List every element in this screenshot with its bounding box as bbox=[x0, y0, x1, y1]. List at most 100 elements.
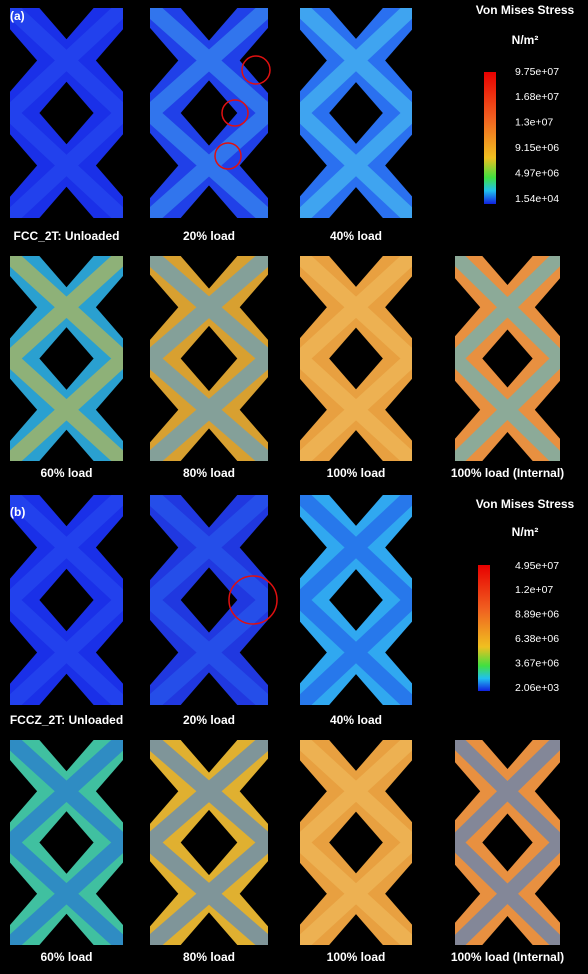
lattice-render bbox=[150, 256, 268, 461]
hole bbox=[150, 861, 179, 927]
hole bbox=[329, 8, 383, 39]
panel-label: (a) bbox=[10, 9, 25, 23]
hole bbox=[39, 186, 94, 218]
hole bbox=[239, 377, 268, 443]
hole bbox=[95, 862, 123, 925]
strut-highlight bbox=[150, 256, 268, 461]
hole bbox=[180, 740, 238, 773]
strut-highlight bbox=[300, 256, 412, 461]
strut-highlight bbox=[455, 256, 560, 461]
hole bbox=[180, 495, 238, 528]
lattice-render bbox=[150, 8, 268, 218]
strut-highlight bbox=[150, 495, 268, 705]
caption: 60% load bbox=[40, 950, 92, 964]
hole bbox=[180, 809, 238, 876]
hole bbox=[180, 185, 238, 218]
hole bbox=[482, 329, 533, 388]
legend-label: 1.2e+07 bbox=[515, 584, 553, 596]
hole bbox=[329, 256, 383, 287]
hole bbox=[10, 29, 38, 92]
hole bbox=[239, 758, 268, 824]
hole bbox=[39, 8, 94, 40]
hole bbox=[150, 27, 179, 94]
lattice-render bbox=[300, 256, 412, 461]
legend-label: 1.68e+07 bbox=[515, 91, 559, 103]
hole bbox=[385, 276, 412, 339]
hole bbox=[455, 278, 481, 337]
legend-label: 9.75e+07 bbox=[515, 66, 559, 78]
lattice-render bbox=[455, 256, 560, 461]
caption: 100% load (Internal) bbox=[451, 950, 564, 964]
hole bbox=[385, 862, 412, 925]
hole bbox=[95, 516, 123, 579]
legend-label: 4.97e+06 bbox=[515, 167, 559, 179]
hole bbox=[39, 568, 94, 632]
legend-label: 2.06e+03 bbox=[515, 682, 559, 694]
hole bbox=[482, 813, 533, 872]
hole bbox=[180, 8, 238, 41]
hole bbox=[482, 432, 533, 461]
lattice-render bbox=[300, 8, 412, 218]
colorbar bbox=[484, 72, 496, 204]
hole bbox=[300, 29, 327, 92]
hole bbox=[95, 276, 123, 339]
hole bbox=[10, 516, 38, 579]
hole bbox=[180, 912, 238, 945]
strut-highlight bbox=[10, 740, 123, 945]
lattice-render bbox=[10, 8, 123, 218]
caption: 100% load bbox=[327, 950, 386, 964]
legend-label: 6.38e+06 bbox=[515, 633, 559, 645]
strut-highlight bbox=[10, 495, 123, 705]
caption: FCCZ_2T: Unloaded bbox=[10, 713, 123, 727]
highlight-circle bbox=[221, 99, 249, 127]
strut-highlight bbox=[300, 740, 412, 945]
lattice-render bbox=[10, 256, 123, 461]
hole bbox=[180, 256, 238, 289]
hole bbox=[95, 29, 123, 92]
hole bbox=[385, 516, 412, 579]
hole bbox=[150, 514, 179, 581]
hole bbox=[10, 760, 38, 823]
hole bbox=[385, 134, 412, 197]
strut-highlight bbox=[150, 8, 268, 218]
hole bbox=[95, 134, 123, 197]
legend-label: 1.54e+04 bbox=[515, 193, 559, 205]
hole bbox=[300, 516, 327, 579]
strut-highlight bbox=[150, 740, 268, 945]
lattice-render bbox=[455, 740, 560, 945]
caption: 40% load bbox=[330, 229, 382, 243]
hole bbox=[239, 861, 268, 927]
hole bbox=[239, 274, 268, 340]
colorbar bbox=[478, 565, 490, 691]
hole bbox=[180, 672, 238, 705]
legend-label: 4.95e+07 bbox=[515, 560, 559, 572]
hole bbox=[455, 762, 481, 821]
strut-highlight bbox=[10, 256, 123, 461]
hole bbox=[39, 740, 94, 772]
caption: 40% load bbox=[330, 713, 382, 727]
caption: 60% load bbox=[40, 466, 92, 480]
hole bbox=[239, 514, 268, 581]
highlight-circle bbox=[214, 142, 242, 170]
legend-label: 3.67e+06 bbox=[515, 657, 559, 669]
hole bbox=[39, 913, 94, 945]
hole bbox=[385, 760, 412, 823]
lattice-render bbox=[150, 740, 268, 945]
hole bbox=[95, 621, 123, 684]
hole bbox=[300, 276, 327, 339]
hole bbox=[329, 811, 383, 874]
lattice-render bbox=[300, 495, 412, 705]
hole bbox=[180, 567, 238, 633]
hole bbox=[10, 276, 38, 339]
lattice-render bbox=[10, 495, 123, 705]
hole bbox=[39, 81, 94, 145]
caption: 20% load bbox=[183, 229, 235, 243]
hole bbox=[39, 811, 94, 874]
hole bbox=[534, 762, 560, 821]
hole bbox=[239, 619, 268, 686]
hole bbox=[385, 378, 412, 441]
lattice-render bbox=[300, 740, 412, 945]
hole bbox=[180, 80, 238, 146]
strut-highlight bbox=[300, 8, 412, 218]
